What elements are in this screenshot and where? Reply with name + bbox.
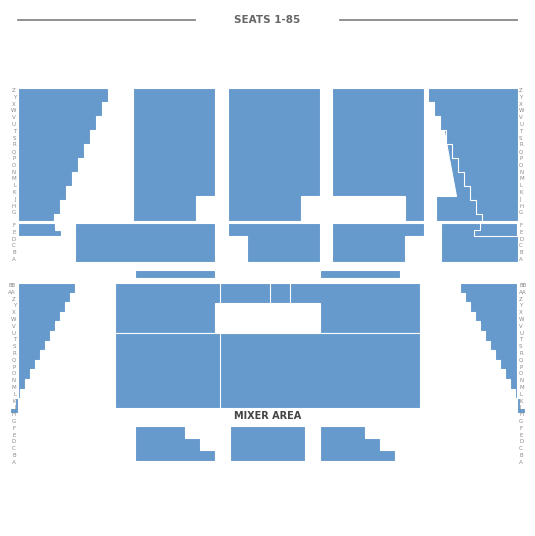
Polygon shape — [18, 88, 108, 221]
Bar — [230, 426, 305, 460]
Bar — [115, 333, 315, 407]
Polygon shape — [332, 88, 424, 221]
Text: F
E
D
C
B
A: F E D C B A — [12, 223, 16, 262]
Polygon shape — [436, 88, 518, 221]
Polygon shape — [460, 283, 525, 413]
Bar — [441, 223, 518, 262]
Text: Z
Y
X
W
V
U
T
S
R
Q
P
O
N
M
L
K
J
H
G: Z Y X W V U T S R Q P O N M L K J H G — [519, 88, 524, 215]
Text: BB
AA
Z
Y
X
W
V
U
T
S
R
Q
P
O
N
M
L
K
J
H
G
F
E
D
C
B
A: BB AA Z Y X W V U T S R Q P O N M L K J … — [519, 283, 526, 465]
Text: MIXER AREA: MIXER AREA — [234, 411, 301, 421]
Polygon shape — [10, 283, 75, 413]
Polygon shape — [220, 283, 270, 303]
Bar — [220, 333, 420, 407]
Text: SEATS 1-85: SEATS 1-85 — [234, 15, 301, 25]
Polygon shape — [115, 283, 245, 333]
Bar — [135, 270, 215, 278]
Polygon shape — [290, 283, 420, 333]
Polygon shape — [332, 223, 424, 262]
Bar — [75, 223, 215, 262]
Polygon shape — [18, 223, 61, 236]
Polygon shape — [228, 88, 320, 221]
Text: BB
AA
Z
Y
X
W
V
U
T
S
R
Q
P
O
N
M
L
K
J
H
G
F
E
D
C
B
A: BB AA Z Y X W V U T S R Q P O N M L K J … — [9, 283, 16, 465]
Polygon shape — [265, 283, 315, 303]
Polygon shape — [474, 223, 517, 236]
Text: F
E
D
C
B
A: F E D C B A — [519, 223, 523, 262]
Polygon shape — [135, 426, 215, 460]
Polygon shape — [133, 88, 215, 221]
Polygon shape — [228, 223, 320, 262]
Polygon shape — [428, 88, 518, 221]
Text: Z
Y
X
W
V
U
T
S
R
Q
P
O
N
M
L
K
J
H
G: Z Y X W V U T S R Q P O N M L K J H G — [11, 88, 16, 215]
Bar — [320, 270, 400, 278]
Polygon shape — [320, 426, 395, 460]
